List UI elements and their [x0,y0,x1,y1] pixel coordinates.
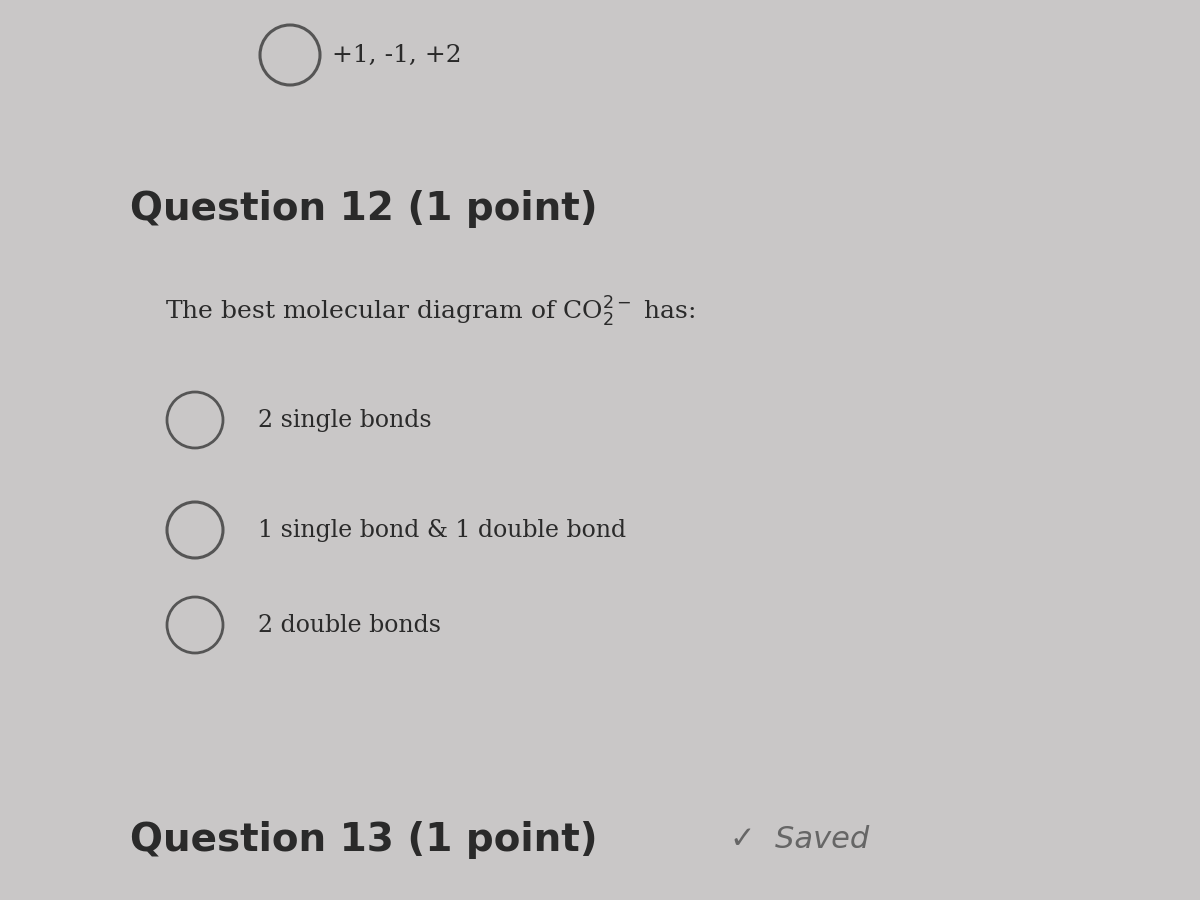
Text: +1, -1, +2: +1, -1, +2 [332,43,462,67]
Text: The best molecular diagram of CO$_2^{2-}$ has:: The best molecular diagram of CO$_2^{2-}… [166,295,695,329]
Text: 2 single bonds: 2 single bonds [258,409,432,431]
Text: 1 single bond & 1 double bond: 1 single bond & 1 double bond [258,518,626,542]
Text: ✓  Saved: ✓ Saved [730,825,869,854]
Text: Question 12 (1 point): Question 12 (1 point) [130,190,598,228]
Text: 2 double bonds: 2 double bonds [258,614,442,636]
Text: Question 13 (1 point): Question 13 (1 point) [130,821,598,859]
